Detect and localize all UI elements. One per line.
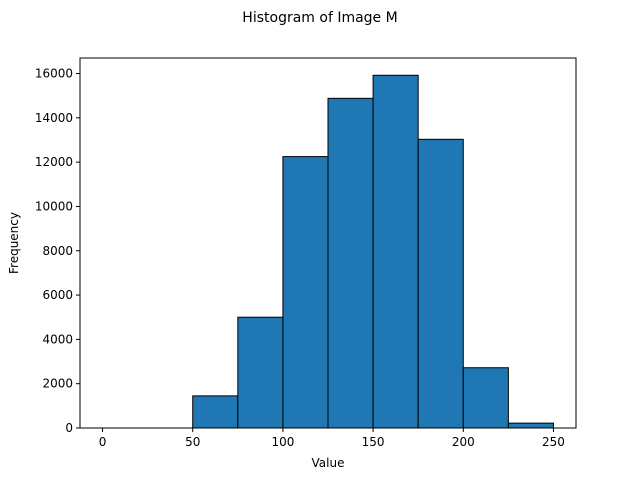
y-tick-label: 12000 xyxy=(35,155,73,169)
histogram-bar xyxy=(417,138,464,429)
chart-title: Histogram of Image M xyxy=(242,10,397,26)
y-axis-ticks: 0 2000 4000 6000 8000 10000 12000 14000 16000 xyxy=(35,67,80,435)
bars-group xyxy=(192,74,554,429)
histogram-bar xyxy=(372,74,419,429)
y-tick-label: 8000 xyxy=(42,244,73,258)
x-tick-label: 150 xyxy=(362,435,385,449)
histogram-bar xyxy=(237,316,284,429)
histogram-bar xyxy=(507,422,554,429)
histogram-bar xyxy=(327,97,374,429)
x-tick-label: 100 xyxy=(271,435,294,449)
x-tick-label: 50 xyxy=(185,435,200,449)
x-tick-label: 200 xyxy=(452,435,475,449)
x-tick-label: 0 xyxy=(99,435,107,449)
y-tick-label: 10000 xyxy=(35,199,73,213)
y-axis-label: Frequency xyxy=(7,212,21,274)
y-tick-label: 14000 xyxy=(35,111,73,125)
histogram-bar xyxy=(282,156,329,429)
x-axis-label: Value xyxy=(312,456,345,470)
y-tick-label: 2000 xyxy=(42,377,73,391)
y-tick-label: 0 xyxy=(65,421,73,435)
histogram-bar xyxy=(192,395,239,429)
y-tick-label: 6000 xyxy=(42,288,73,302)
histogram-bar xyxy=(462,367,509,429)
y-tick-label: 4000 xyxy=(42,332,73,346)
x-tick-label: 250 xyxy=(542,435,565,449)
x-axis-ticks: 0 50 100 150 200 250 xyxy=(99,428,565,449)
y-tick-label: 16000 xyxy=(35,67,73,81)
plot-frame xyxy=(79,57,577,429)
